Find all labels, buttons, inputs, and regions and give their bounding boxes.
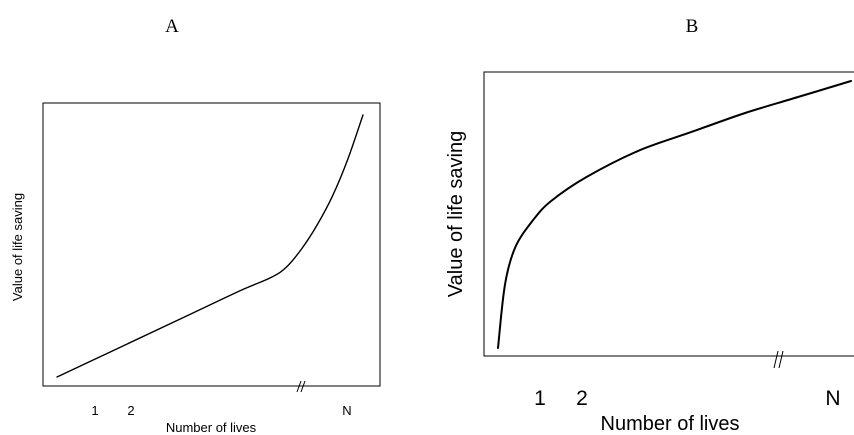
panel-b-label: B — [686, 16, 699, 37]
panel-a-axis-break — [296, 380, 306, 393]
panel-a-x-tick-n: N — [342, 403, 351, 418]
panel-b-y-axis-label: Value of life saving — [445, 131, 467, 297]
panel-a-axis-break-stroke-1 — [296, 380, 302, 393]
panel-b-axis-break-stroke-1 — [773, 350, 779, 369]
panel-a-plot-frame — [42, 102, 381, 387]
panel-b-x-axis-label: Number of lives — [601, 413, 740, 435]
panel-b-plot-frame — [483, 71, 854, 357]
panel-b: B 1 2 N Number of lives Value of life sa… — [445, 16, 854, 435]
panel-b-x-tick-1: 1 — [534, 387, 546, 410]
panel-b-axis-break-stroke-2 — [778, 350, 784, 369]
panel-a-series-line — [56, 114, 364, 378]
panel-b-x-tick-n: N — [825, 387, 840, 410]
panel-a-x-tick-1: 1 — [91, 403, 98, 418]
panel-a-axis-break-stroke-2 — [300, 380, 306, 393]
panel-a-label: A — [165, 16, 179, 37]
panel-a-y-axis-label: Value of life saving — [10, 193, 25, 301]
panel-b-series-line — [497, 80, 852, 349]
panel-a-x-tick-2: 2 — [127, 403, 134, 418]
panel-b-x-tick-2: 2 — [576, 387, 588, 410]
panel-a: A 1 2 N Number of lives Value of life sa… — [10, 16, 381, 435]
panel-a-x-axis-label: Number of lives — [166, 420, 257, 435]
panel-b-axis-break — [773, 350, 784, 369]
